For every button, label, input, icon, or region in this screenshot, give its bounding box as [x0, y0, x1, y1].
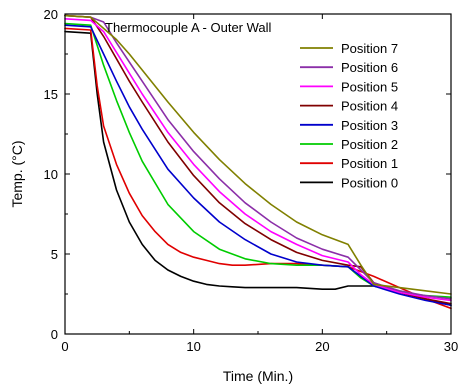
x-tick-label: 30: [444, 339, 458, 354]
legend-label-position-2: Position 2: [341, 137, 398, 152]
legend-label-position-1: Position 1: [341, 156, 398, 171]
y-tick-label: 0: [51, 327, 58, 342]
x-tick-label: 20: [315, 339, 329, 354]
y-axis-title: Temp. (°C): [9, 140, 25, 207]
plot-frame: [64, 13, 452, 335]
legend-label-position-0: Position 0: [341, 175, 398, 190]
y-tick-label: 15: [44, 87, 58, 102]
y-tick-label: 20: [44, 7, 58, 22]
x-axis-title: Time (Min.): [223, 368, 293, 384]
y-tick-label: 5: [51, 247, 58, 262]
legend-label-position-3: Position 3: [341, 118, 398, 133]
chart-title: Thermocouple A - Outer Wall: [105, 20, 272, 35]
tick-layer: 0 10 20 30 0 5 10 15 20: [44, 7, 458, 354]
legend-label-position-4: Position 4: [341, 99, 398, 114]
legend: Position 7 Position 6 Position 5 Position 4…: [300, 41, 398, 190]
legend-label-position-6: Position 6: [341, 60, 398, 75]
x-tick-label: 0: [61, 339, 68, 354]
series-line-position-7: [64, 14, 452, 295]
series-line-position-0: [64, 30, 452, 307]
x-tick-label: 10: [186, 339, 200, 354]
legend-label-position-7: Position 7: [341, 41, 398, 56]
series-line-position-3: [64, 24, 452, 307]
series-layer: [64, 14, 452, 310]
series-line-position-6: [64, 14, 452, 300]
legend-label-position-5: Position 5: [341, 79, 398, 94]
y-tick-label: 10: [44, 167, 58, 182]
